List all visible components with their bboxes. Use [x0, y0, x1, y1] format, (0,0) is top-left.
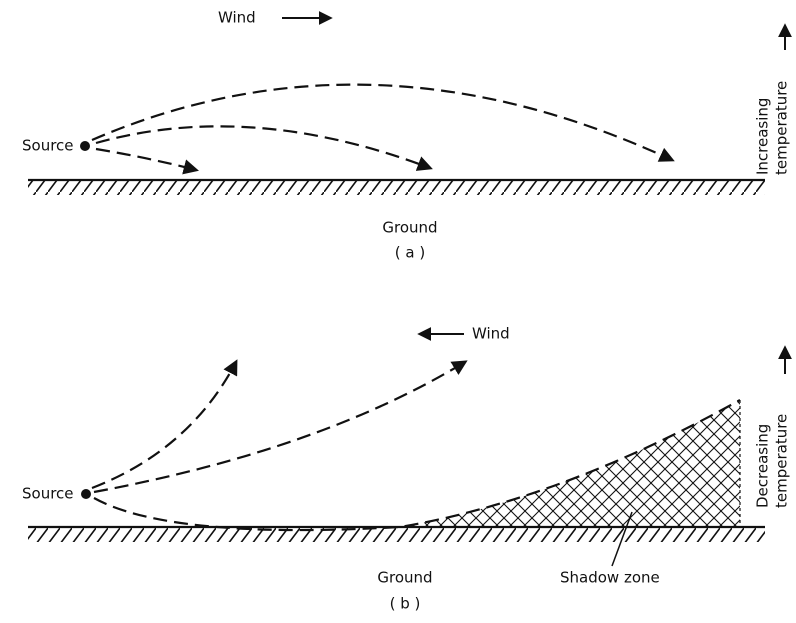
wind-label: Wind [218, 9, 256, 27]
ray [93, 399, 741, 532]
ground-hatch [28, 181, 765, 195]
source-dot [80, 141, 90, 151]
ground-label: Ground [382, 219, 437, 237]
temperature-label: temperature [773, 414, 791, 508]
ground-label: Ground [377, 569, 432, 587]
shadow-label: Shadow zone [560, 569, 660, 587]
panel-a: Wind Source Increasing temperature Groun… [22, 9, 792, 262]
shadow-zone [400, 400, 740, 527]
ray [91, 83, 675, 162]
ray [93, 360, 468, 494]
temperature-label: temperature [773, 81, 791, 175]
source-label: Source [22, 485, 74, 503]
panel-label: ( b ) [390, 595, 421, 613]
source-label: Source [22, 137, 74, 155]
panel-label: ( a ) [395, 244, 425, 262]
ray [95, 147, 199, 175]
ground-hatch [28, 528, 765, 542]
temperature-label: Decreasing [754, 424, 772, 508]
panel-b: Wind Source Decreasing temperature Shado… [22, 325, 792, 613]
ray [95, 125, 433, 171]
wind-label: Wind [472, 325, 510, 343]
ray [91, 359, 238, 490]
leader-line [611, 511, 633, 567]
source-dot [81, 489, 91, 499]
temperature-label: Increasing [754, 98, 772, 175]
